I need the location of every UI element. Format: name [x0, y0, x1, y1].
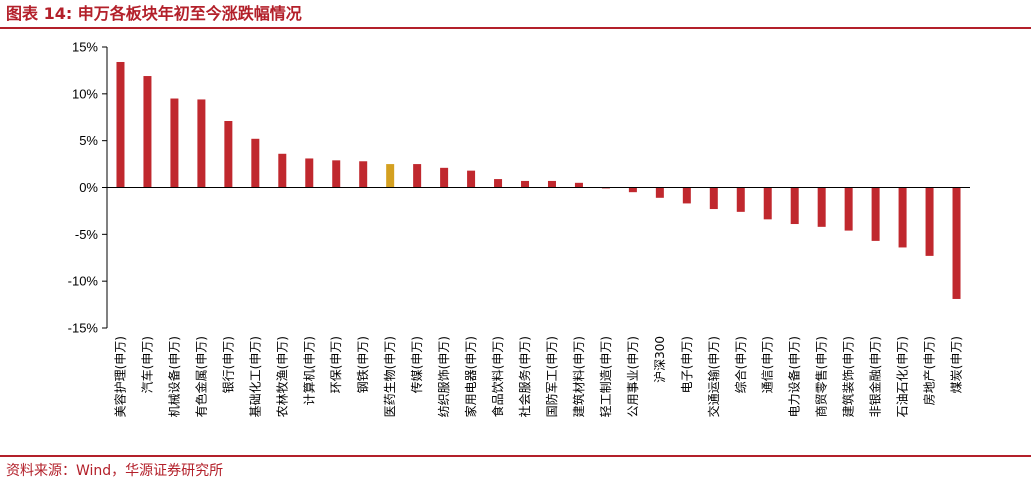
x-tick-label: 医药生物(申万) — [383, 336, 397, 417]
y-tick-label: -5% — [75, 227, 99, 242]
bar — [143, 76, 152, 188]
x-tick-label: 食品饮料(申万) — [490, 336, 505, 417]
bar — [197, 99, 206, 188]
bar — [278, 153, 287, 188]
x-tick-label: 综合(申万) — [733, 336, 748, 393]
bar — [925, 187, 934, 256]
bar — [305, 158, 314, 188]
y-tick-label: 10% — [72, 86, 98, 101]
x-tick-label: 电力设备(申万) — [788, 336, 802, 417]
bar — [224, 121, 233, 188]
x-tick-label: 建筑装饰(申万) — [841, 336, 856, 417]
title-divider — [0, 27, 1031, 29]
bar — [521, 180, 530, 188]
x-tick-label: 交通运输(申万) — [706, 336, 721, 417]
bar — [547, 180, 556, 188]
x-tick-label: 纺织服饰(申万) — [437, 336, 451, 417]
bar-chart: 15% 10% 5% 0% -5% -10% -15% 美容护理(申万) 汽车(申万) 机械设备… — [68, 40, 970, 417]
bar — [871, 187, 880, 241]
x-tick-label: 环保(申万) — [329, 336, 343, 393]
x-tick-label: 电子(申万) — [680, 336, 694, 393]
bar — [790, 187, 799, 225]
x-tick-label: 钢铁(申万) — [356, 336, 370, 393]
y-tick-label: 0% — [79, 180, 98, 195]
bar — [359, 161, 368, 188]
bar — [332, 160, 341, 188]
x-tick-label: 国防军工(申万) — [544, 336, 559, 417]
y-tick-label: 15% — [72, 40, 98, 55]
bar — [817, 187, 826, 227]
x-tick-label: 基础化工(申万) — [248, 336, 262, 417]
bar — [170, 98, 179, 188]
bar — [628, 187, 637, 193]
bar — [682, 187, 691, 204]
x-tick-label: 沪深300 — [653, 336, 667, 383]
bar — [736, 187, 745, 212]
x-tick-label: 商贸零售(申万) — [814, 336, 829, 417]
bar — [763, 187, 772, 220]
y-tick-label: -10% — [68, 274, 99, 289]
x-tick-label: 社会服务(申万) — [517, 336, 532, 417]
bar — [386, 164, 395, 188]
bar — [116, 61, 125, 188]
x-tick-label: 机械设备(申万) — [166, 336, 181, 417]
bar — [709, 187, 718, 210]
bar — [844, 187, 853, 231]
x-tick-label: 传媒(申万) — [409, 336, 424, 393]
bar — [494, 179, 503, 188]
x-tick-label: 石油石化(申万) — [896, 336, 910, 417]
x-tick-label: 通信(申万) — [761, 336, 775, 393]
source-note: 资料来源：Wind，华源证券研究所 — [6, 463, 224, 479]
bar — [574, 182, 583, 188]
bar — [655, 187, 664, 198]
x-tick-label: 美容护理(申万) — [112, 336, 127, 417]
bar — [898, 187, 907, 248]
y-tick-label: 5% — [79, 133, 98, 148]
x-tick-label: 煤炭(申万) — [950, 336, 964, 393]
bar — [440, 167, 449, 188]
bar — [467, 170, 476, 188]
chart-title: 图表 14: 申万各板块年初至今涨跌幅情况 — [6, 4, 302, 23]
x-axis-labels: 美容护理(申万) 汽车(申万) 机械设备(申万) 有色金属(申万) 银行(申万) 基础化工… — [112, 336, 963, 417]
y-axis: 15% 10% 5% 0% -5% -10% -15% — [68, 40, 108, 336]
bar — [413, 164, 422, 188]
x-tick-label: 计算机(申万) — [301, 336, 316, 405]
x-tick-label: 建筑材料(申万) — [571, 336, 586, 417]
x-tick-label: 家用电器(申万) — [463, 336, 478, 417]
x-tick-label: 非银金融(申万) — [868, 336, 883, 417]
bar — [952, 187, 961, 299]
y-tick-label: -15% — [68, 321, 99, 336]
bars — [116, 61, 961, 299]
x-tick-label: 有色金属(申万) — [193, 336, 208, 417]
x-tick-label: 公用事业(申万) — [626, 336, 640, 417]
x-tick-label: 银行(申万) — [221, 336, 235, 393]
x-tick-label: 轻工制造(申万) — [599, 336, 613, 417]
x-tick-label: 房地产(申万) — [922, 336, 937, 405]
bar — [251, 138, 260, 188]
x-tick-label: 农林牧渔(申万) — [275, 336, 289, 417]
footer-divider — [0, 455, 1031, 457]
x-tick-label: 汽车(申万) — [139, 336, 154, 393]
